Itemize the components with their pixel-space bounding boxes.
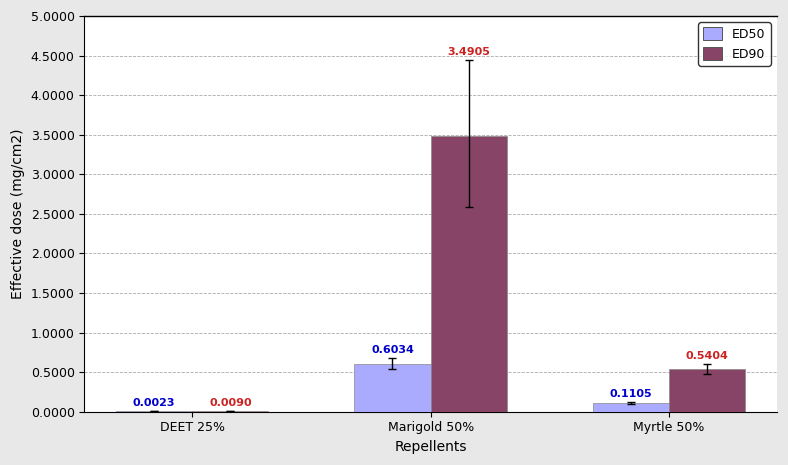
Y-axis label: Effective dose (mg/cm2): Effective dose (mg/cm2) xyxy=(11,129,25,299)
Text: 0.1105: 0.1105 xyxy=(610,389,652,399)
Text: 0.0023: 0.0023 xyxy=(132,398,175,408)
Text: 0.0090: 0.0090 xyxy=(209,398,251,408)
Bar xyxy=(355,364,430,412)
X-axis label: Repellents: Repellents xyxy=(394,440,466,454)
Legend: ED50, ED90: ED50, ED90 xyxy=(698,22,771,66)
Bar xyxy=(669,369,745,412)
Bar xyxy=(430,135,507,412)
Text: 0.6034: 0.6034 xyxy=(371,345,414,355)
Text: 0.5404: 0.5404 xyxy=(686,351,729,361)
Bar xyxy=(593,403,669,412)
Bar xyxy=(192,411,269,412)
Text: 3.4905: 3.4905 xyxy=(448,47,490,57)
